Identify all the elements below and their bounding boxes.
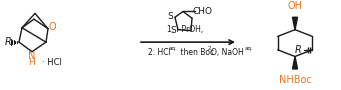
Text: R: R (5, 37, 11, 47)
Text: then Boc: then Boc (178, 48, 214, 57)
Text: 2: 2 (208, 46, 211, 51)
Text: · HCl: · HCl (42, 58, 62, 67)
Text: R: R (295, 45, 302, 55)
Text: CHO: CHO (193, 7, 213, 16)
Text: aq.: aq. (169, 46, 178, 51)
Text: O: O (48, 22, 56, 32)
Text: S: S (167, 12, 173, 21)
Text: NHBoc: NHBoc (279, 75, 311, 85)
Text: O, NaOH: O, NaOH (211, 48, 244, 57)
Text: aq.: aq. (245, 46, 254, 51)
Text: 1. i-PrOH,: 1. i-PrOH, (167, 25, 203, 34)
Text: S: S (170, 26, 176, 35)
Polygon shape (293, 17, 297, 30)
Polygon shape (293, 57, 297, 69)
Text: N: N (28, 51, 36, 61)
Text: 2. HCl: 2. HCl (148, 48, 171, 57)
Text: OH: OH (287, 2, 302, 12)
Text: H: H (29, 58, 35, 67)
